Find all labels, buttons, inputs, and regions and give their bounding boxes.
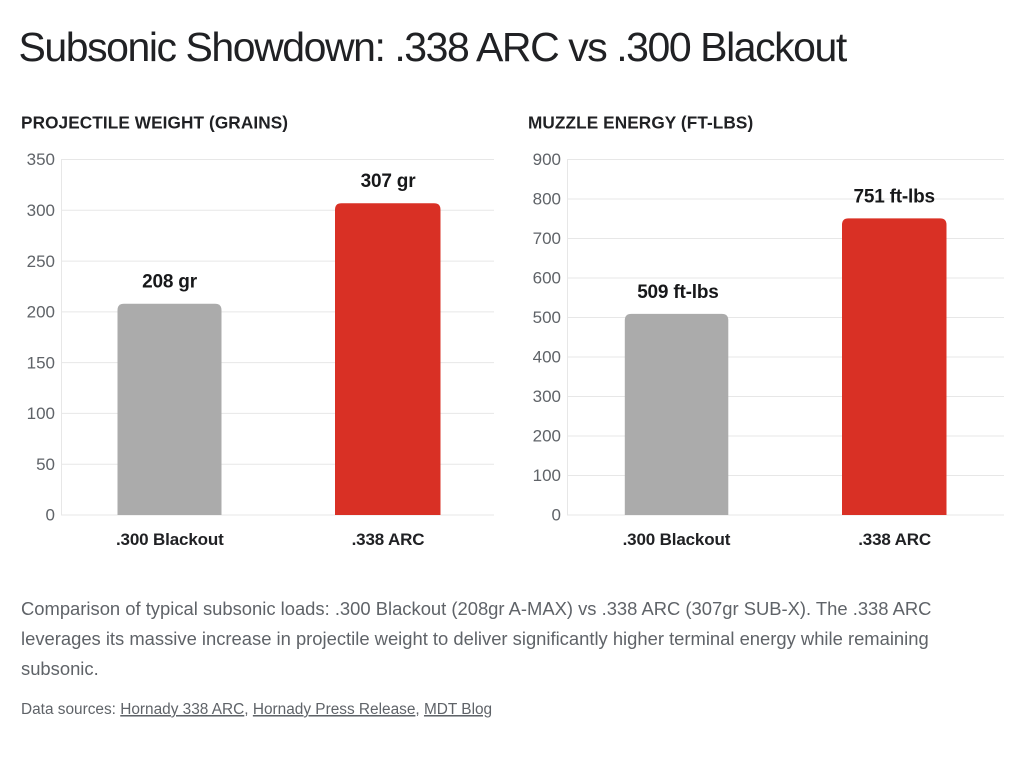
svg-text:208 gr: 208 gr [142, 272, 198, 293]
svg-text:250: 250 [27, 252, 55, 271]
svg-text:700: 700 [533, 229, 561, 248]
svg-text:50: 50 [36, 455, 55, 474]
svg-text:509 ft-lbs: 509 ft-lbs [637, 282, 718, 303]
svg-text:0: 0 [552, 506, 561, 525]
svg-text:100: 100 [27, 404, 55, 423]
svg-text:PROJECTILE WEIGHT (GRAINS): PROJECTILE WEIGHT (GRAINS) [21, 112, 288, 132]
svg-text:150: 150 [27, 353, 55, 372]
svg-text:100: 100 [533, 466, 561, 485]
svg-text:900: 900 [533, 150, 561, 169]
svg-text:300: 300 [533, 387, 561, 406]
svg-text:0: 0 [46, 506, 55, 525]
svg-text:Data sources: Hornady 338 ARC,: Data sources: Hornady 338 ARC, Hornady P… [21, 701, 492, 718]
svg-text:MUZZLE ENERGY (FT-LBS): MUZZLE ENERGY (FT-LBS) [528, 112, 753, 132]
svg-text:leverages its massive increase: leverages its massive increase in projec… [21, 628, 929, 649]
svg-text:300: 300 [27, 201, 55, 220]
svg-text:.300 Blackout: .300 Blackout [116, 530, 224, 549]
svg-text:.300 Blackout: .300 Blackout [623, 530, 731, 549]
svg-text:800: 800 [533, 190, 561, 209]
svg-text:Subsonic Showdown: .338 ARC vs: Subsonic Showdown: .338 ARC vs .300 Blac… [19, 24, 848, 70]
svg-text:.338 ARC: .338 ARC [858, 530, 931, 549]
svg-text:307 gr: 307 gr [361, 171, 417, 192]
svg-text:350: 350 [27, 150, 55, 169]
svg-text:751 ft-lbs: 751 ft-lbs [853, 186, 934, 207]
svg-text:200: 200 [27, 303, 55, 322]
svg-text:200: 200 [533, 427, 561, 446]
svg-text:Comparison of typical subsonic: Comparison of typical subsonic loads: .3… [21, 598, 931, 619]
svg-text:subsonic.: subsonic. [21, 658, 99, 679]
svg-text:400: 400 [533, 348, 561, 367]
svg-text:.338 ARC: .338 ARC [352, 530, 425, 549]
svg-text:600: 600 [533, 269, 561, 288]
svg-text:500: 500 [533, 308, 561, 327]
